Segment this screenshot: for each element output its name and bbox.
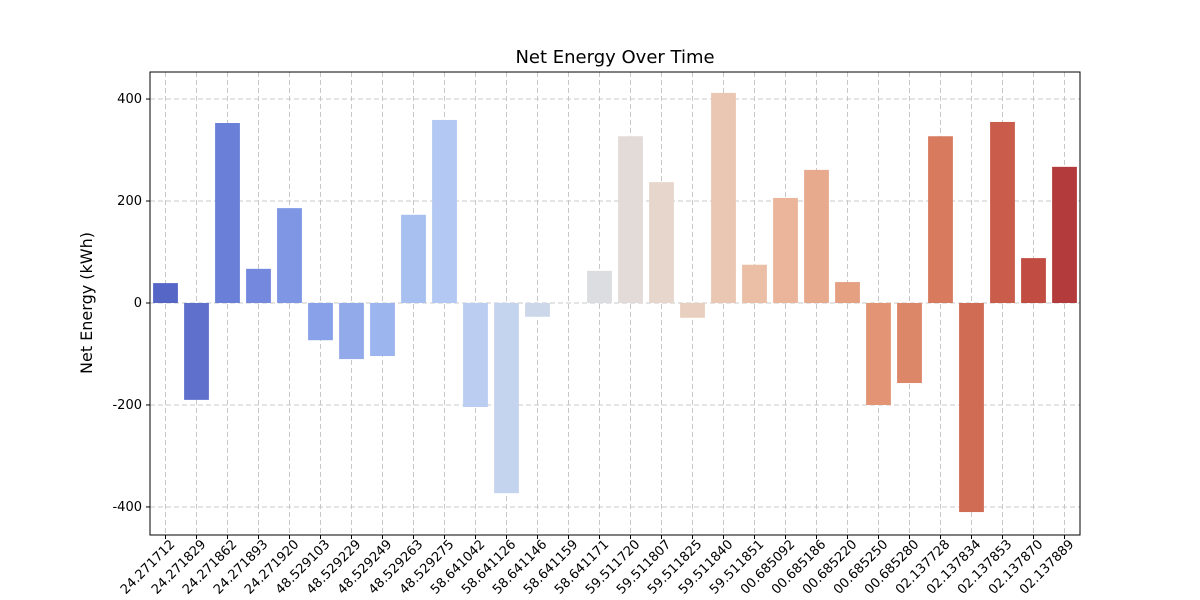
bar: [432, 119, 457, 303]
bar: [711, 92, 736, 303]
y-tick-label: -400: [112, 500, 142, 515]
bar: [525, 302, 550, 317]
bar: [463, 302, 488, 408]
bar: [680, 302, 705, 318]
bar: [308, 302, 333, 341]
bar: [649, 182, 674, 303]
bar: [246, 268, 271, 303]
y-axis-label: Net Energy (kWh): [77, 232, 96, 374]
bar: [153, 283, 178, 303]
y-tick-label: 400: [117, 92, 142, 107]
bar: [1052, 166, 1077, 303]
bar: [215, 122, 240, 303]
bar: [866, 302, 891, 405]
y-tick-label: -200: [112, 398, 142, 413]
bar: [928, 136, 953, 303]
bar: [835, 282, 860, 303]
bar: [494, 302, 519, 494]
bar: [370, 302, 395, 357]
bar: [742, 264, 767, 303]
bar: [959, 302, 984, 513]
bar: [804, 169, 829, 303]
plot-frame: [149, 71, 1081, 536]
bar: [587, 270, 612, 303]
y-tick-label: 200: [117, 194, 142, 209]
bar: [184, 302, 209, 400]
bar: [1021, 258, 1046, 303]
bar: [897, 302, 922, 384]
bar: [401, 214, 426, 303]
chart-title: Net Energy Over Time: [515, 47, 714, 68]
y-tick-label: 0: [134, 296, 142, 311]
bar: [990, 121, 1015, 303]
bar: [277, 208, 302, 303]
bar: [618, 136, 643, 303]
bar: [339, 302, 364, 360]
bar: [773, 197, 798, 303]
